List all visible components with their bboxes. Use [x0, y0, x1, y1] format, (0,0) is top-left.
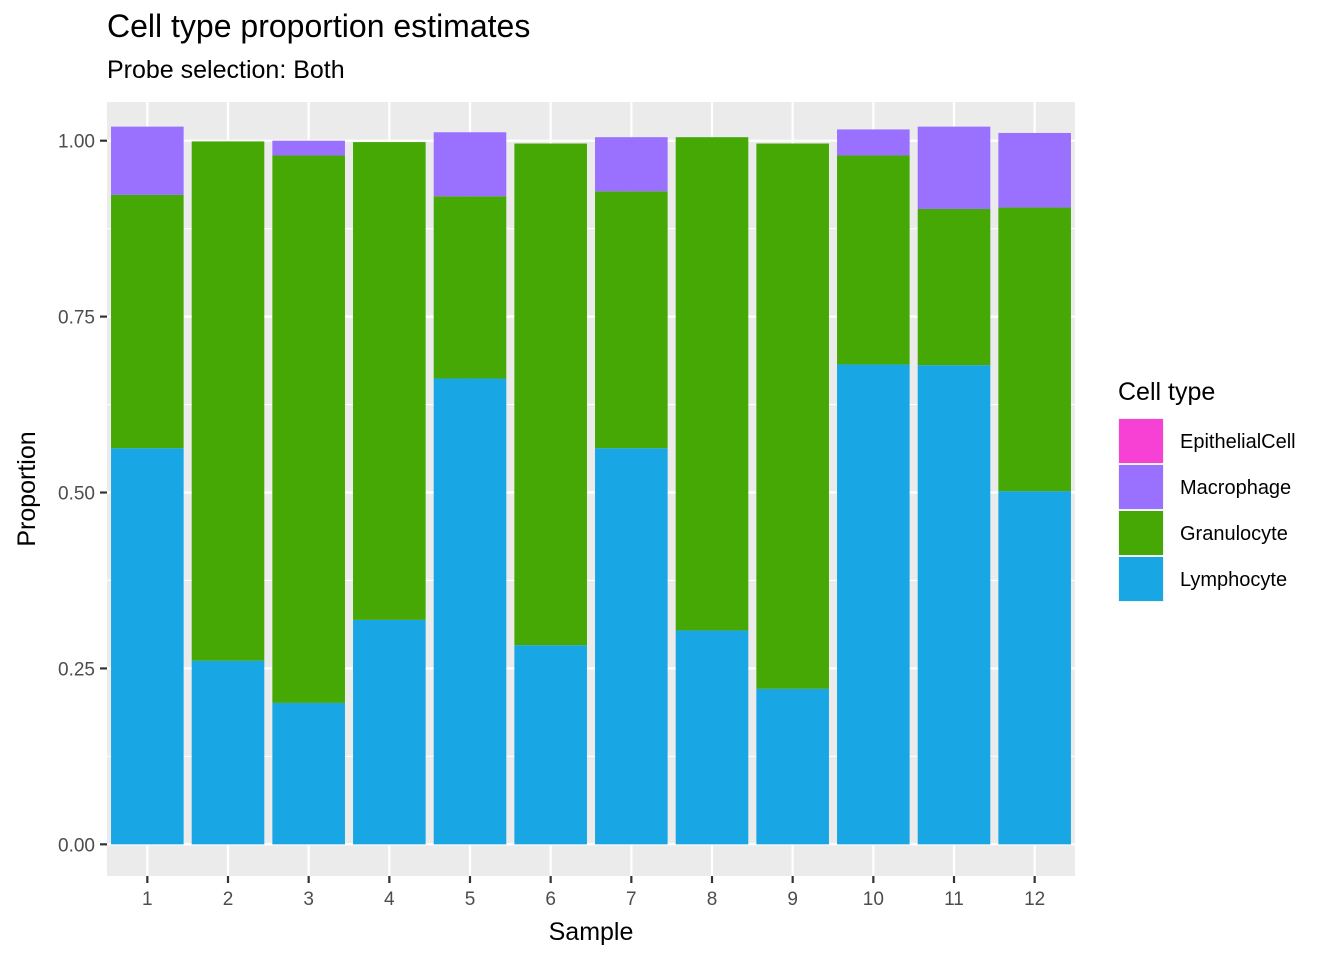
- bar-lymphocyte-4: [353, 619, 426, 845]
- bar-lymphocyte-7: [595, 448, 668, 845]
- bar-lymphocyte-3: [272, 702, 345, 845]
- y-tick-label: 0.25: [58, 659, 95, 680]
- x-tick-label: 2: [223, 889, 234, 910]
- y-tick-label: 0.75: [58, 308, 95, 329]
- bar-granulocyte-11: [917, 208, 991, 366]
- x-tick-label: 8: [707, 889, 718, 910]
- legend-label-granulocyte: Granulocyte: [1180, 523, 1288, 545]
- y-tick-label: 1.00: [58, 132, 95, 153]
- x-axis: 1 2 3 4 5 6 7 8 9 10 11 12: [142, 876, 1045, 910]
- bar-macrophage-12: [998, 132, 1071, 208]
- legend-key-macrophage: [1119, 465, 1163, 509]
- chart-title: Cell type proportion estimates: [107, 8, 531, 44]
- bar-lymphocyte-8: [675, 630, 749, 845]
- x-tick-label: 6: [545, 889, 556, 910]
- x-tick-label: 5: [465, 889, 476, 910]
- bar-granulocyte-3: [272, 155, 345, 703]
- legend-key-lymphocyte: [1119, 557, 1163, 601]
- plot-panel: [107, 102, 1075, 876]
- x-axis-title: Sample: [549, 918, 634, 946]
- legend: Cell type EpithelialCell Macrophage Granul…: [1118, 378, 1296, 602]
- bar-granulocyte-12: [998, 207, 1071, 492]
- y-axis: 0.00 0.25 0.50 0.75 1.00: [58, 132, 107, 856]
- bar-granulocyte-9: [756, 143, 829, 689]
- chart-subtitle: Probe selection: Both: [107, 56, 345, 84]
- grid-minor: [107, 228, 1075, 757]
- x-tick-label: 11: [944, 889, 964, 910]
- legend-label-macrophage: Macrophage: [1180, 477, 1291, 499]
- bar-granulocyte-1: [111, 194, 184, 449]
- x-tick-label: 1: [142, 889, 153, 910]
- y-tick-label: 0.50: [58, 484, 95, 505]
- x-tick-label: 3: [303, 889, 314, 910]
- bar-lymphocyte-5: [433, 378, 507, 845]
- bar-granulocyte-6: [514, 143, 587, 646]
- bar-macrophage-11: [917, 126, 991, 209]
- x-tick-label: 9: [787, 889, 798, 910]
- bar-granulocyte-5: [433, 196, 507, 379]
- legend-key-epithelialcell: [1119, 419, 1163, 463]
- bar-lymphocyte-6: [514, 645, 587, 845]
- legend-label-lymphocyte: Lymphocyte: [1180, 569, 1287, 591]
- bar-granulocyte-2: [191, 141, 265, 661]
- bar-lymphocyte-1: [111, 448, 184, 845]
- bar-lymphocyte-9: [756, 688, 829, 845]
- x-tick-label: 4: [384, 889, 395, 910]
- bar-granulocyte-10: [837, 155, 910, 365]
- bars: [111, 126, 1071, 845]
- x-tick-label: 7: [626, 889, 637, 910]
- bar-lymphocyte-2: [191, 660, 265, 845]
- x-tick-label: 10: [863, 889, 884, 910]
- bar-granulocyte-8: [675, 137, 749, 631]
- legend-key-granulocyte: [1119, 511, 1163, 555]
- bar-macrophage-5: [433, 132, 507, 197]
- x-tick-label: 12: [1024, 889, 1045, 910]
- bar-macrophage-10: [837, 129, 910, 156]
- bar-granulocyte-4: [353, 142, 426, 620]
- y-axis-title: Proportion: [13, 431, 41, 546]
- bar-lymphocyte-10: [837, 364, 910, 845]
- legend-label-epithelialcell: EpithelialCell: [1180, 431, 1296, 453]
- bar-macrophage-3: [272, 140, 345, 156]
- bar-macrophage-1: [111, 126, 184, 195]
- bar-macrophage-7: [595, 137, 668, 192]
- bar-lymphocyte-11: [917, 365, 991, 845]
- y-tick-label: 0.00: [58, 835, 95, 856]
- bar-granulocyte-7: [595, 191, 668, 449]
- bar-lymphocyte-12: [998, 491, 1071, 845]
- legend-title: Cell type: [1118, 378, 1215, 406]
